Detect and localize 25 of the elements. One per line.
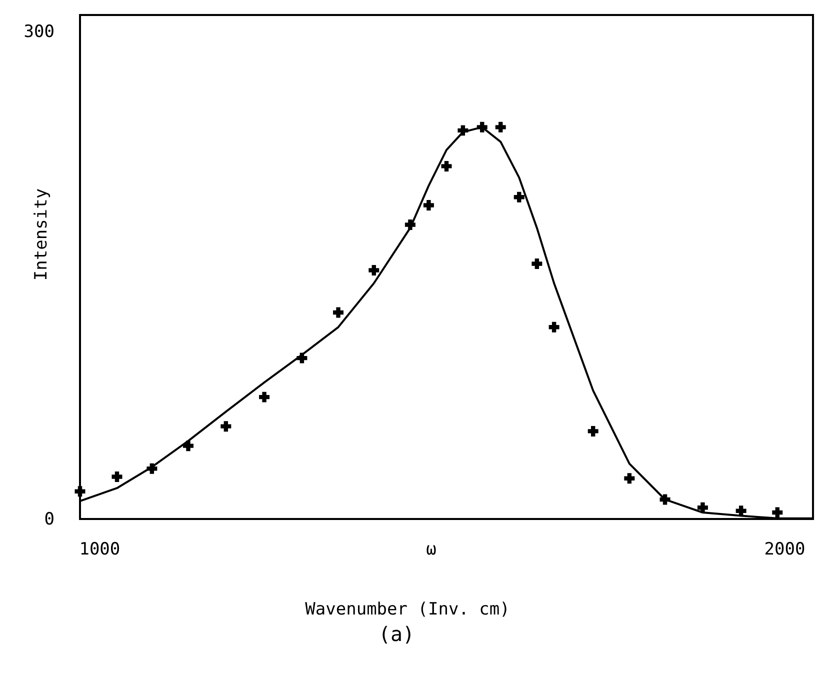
y-tick-label: 300 [24, 22, 54, 42]
point [624, 473, 635, 484]
point [368, 265, 380, 276]
point [495, 122, 506, 132]
point [220, 421, 232, 432]
point [259, 392, 270, 402]
y-axis-title: Intensity [32, 188, 52, 281]
point [423, 200, 434, 210]
point [514, 192, 524, 202]
x-tick-label: 1000 [79, 540, 120, 560]
point [532, 258, 542, 269]
x-tick-label: 2000 [764, 540, 806, 560]
point [74, 486, 86, 497]
point [588, 426, 598, 436]
point [333, 307, 344, 318]
point [697, 502, 708, 513]
text: (a) [378, 622, 415, 646]
point [548, 322, 560, 332]
point [441, 160, 452, 172]
point [182, 440, 194, 452]
x-axis-title: Wavenumber (Inv. cm) [305, 600, 510, 620]
point [112, 471, 122, 482]
y-tick-label: 0 [44, 510, 54, 530]
x-tick-label: ω [426, 540, 436, 560]
point [772, 507, 783, 518]
